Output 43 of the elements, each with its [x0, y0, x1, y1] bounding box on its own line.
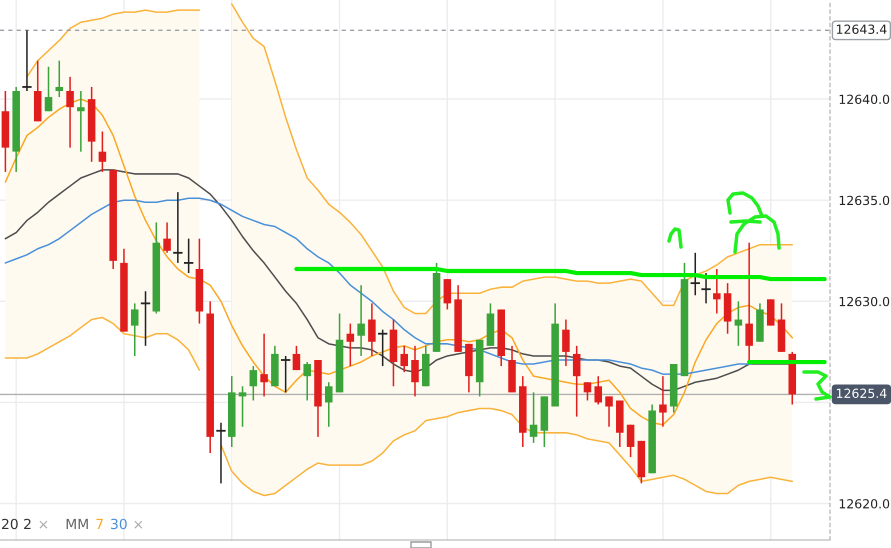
candlestick — [584, 381, 592, 402]
candlestick — [734, 300, 742, 347]
candlestick — [56, 60, 64, 98]
candlestick — [572, 345, 580, 418]
y-tick-label: 12630.0 — [840, 296, 890, 306]
ref-line-label: 12643.4 — [836, 24, 887, 34]
candlestick — [292, 345, 300, 371]
candlestick — [400, 345, 408, 373]
candlestick — [713, 268, 721, 314]
candlestick — [346, 322, 354, 367]
text: 7 — [96, 518, 103, 530]
text: 20 2 — [2, 518, 31, 530]
annotation: × — [40, 520, 48, 529]
y-tick-label: 12620.0 — [840, 499, 890, 509]
candlestick — [594, 375, 602, 406]
candlestick — [745, 242, 753, 363]
annotation: MM — [66, 518, 88, 530]
annotation: × — [134, 520, 142, 529]
candlestick — [238, 386, 246, 428]
candlestick — [250, 365, 258, 402]
text: 30 — [111, 518, 127, 530]
candlestick — [98, 130, 106, 173]
ref-line-label: 12625.4 — [836, 388, 887, 398]
y-tick-label: 12640.0 — [840, 94, 890, 104]
candlestick — [44, 66, 52, 112]
candlestick — [659, 375, 667, 428]
candlestick — [368, 302, 376, 357]
candlestick — [530, 392, 538, 444]
y-tick-label: 12635.0 — [840, 196, 890, 206]
candlestick — [357, 284, 365, 357]
line-series — [294, 266, 827, 282]
candlestick — [411, 345, 419, 398]
candlestick — [66, 76, 74, 148]
candlestick — [324, 381, 333, 428]
candlestick — [303, 361, 311, 402]
candlestick — [130, 302, 139, 357]
candlestick — [163, 222, 171, 254]
candlestick — [626, 424, 634, 458]
candlestick — [690, 252, 700, 296]
candlestick — [77, 90, 85, 152]
candlestick — [562, 318, 570, 367]
candlestick — [260, 332, 268, 398]
candlestick — [605, 396, 613, 428]
